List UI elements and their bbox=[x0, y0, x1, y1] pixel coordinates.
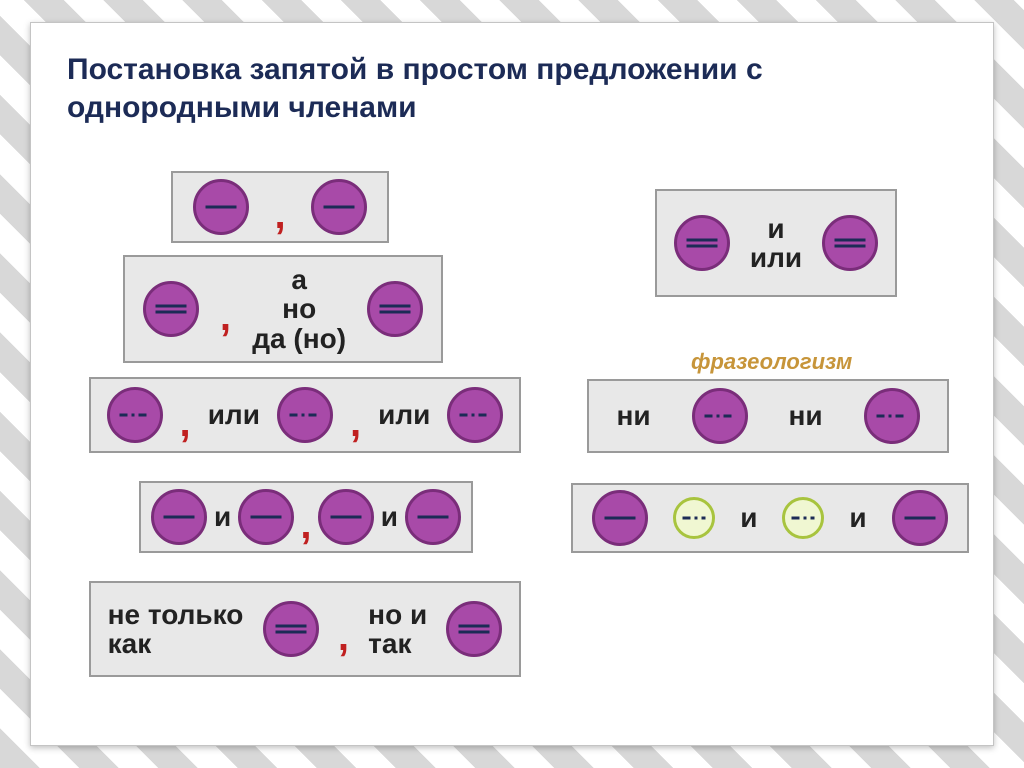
rule-box: ни ни bbox=[587, 379, 949, 453]
underline-mark bbox=[250, 516, 281, 519]
member-dot bbox=[263, 601, 319, 657]
member-dot bbox=[446, 601, 502, 657]
underline-mark bbox=[155, 305, 186, 314]
member-dot bbox=[674, 215, 730, 271]
comma-mark: , bbox=[220, 305, 231, 329]
conjunction-line: не только bbox=[108, 600, 244, 629]
conjunction-text: и bbox=[381, 501, 398, 533]
conjunction-text: или bbox=[208, 399, 260, 431]
member-dot bbox=[864, 388, 920, 444]
underline-mark bbox=[380, 305, 411, 314]
underline-mark bbox=[683, 517, 706, 520]
underline-mark bbox=[164, 516, 195, 519]
underline-mark bbox=[835, 239, 866, 248]
conjunction-line: но bbox=[282, 294, 316, 323]
rule-box: , bbox=[171, 171, 389, 243]
underline-mark bbox=[904, 517, 935, 520]
conjunction-block: анода (но) bbox=[252, 265, 346, 353]
member-dot bbox=[822, 215, 878, 271]
comma-mark: , bbox=[350, 411, 361, 435]
phraseologism-label: фразеологизм bbox=[691, 349, 852, 375]
underline-mark bbox=[324, 206, 355, 209]
member-dot bbox=[238, 489, 294, 545]
conjunction-line: но и bbox=[368, 600, 427, 629]
rule-box: ии bbox=[571, 483, 969, 553]
rule-box: , анода (но) bbox=[123, 255, 443, 363]
rule-box: иили bbox=[655, 189, 897, 297]
member-dot bbox=[782, 497, 824, 539]
conjunction-block: иили bbox=[750, 214, 802, 273]
comma-mark: , bbox=[180, 411, 191, 435]
member-dot bbox=[318, 489, 374, 545]
conjunction-line: а bbox=[291, 265, 307, 294]
member-dot bbox=[592, 490, 648, 546]
slide-title: Постановка запятой в простом предложении… bbox=[67, 51, 957, 126]
conjunction-text: ни bbox=[788, 400, 822, 432]
member-dot bbox=[151, 489, 207, 545]
slide-card: Постановка запятой в простом предложении… bbox=[30, 22, 994, 746]
underline-mark bbox=[459, 625, 490, 634]
underline-mark bbox=[704, 415, 735, 418]
member-dot bbox=[193, 179, 249, 235]
conjunction-line: как bbox=[108, 629, 152, 658]
rule-box: не толькокак, но итак bbox=[89, 581, 521, 677]
conjunction-text: или bbox=[378, 399, 430, 431]
underline-mark bbox=[417, 516, 448, 519]
member-dot bbox=[277, 387, 333, 443]
member-dot bbox=[692, 388, 748, 444]
underline-mark bbox=[605, 517, 636, 520]
underline-mark bbox=[460, 414, 491, 417]
underline-mark bbox=[331, 516, 362, 519]
underline-mark bbox=[792, 517, 815, 520]
conjunction-line: и bbox=[767, 214, 784, 243]
rule-box: , или, или bbox=[89, 377, 521, 453]
underline-mark bbox=[275, 625, 306, 634]
member-dot bbox=[405, 489, 461, 545]
member-dot bbox=[311, 179, 367, 235]
underline-mark bbox=[119, 414, 150, 417]
conjunction-line: или bbox=[750, 243, 802, 272]
underline-mark bbox=[686, 239, 717, 248]
member-dot bbox=[673, 497, 715, 539]
comma-mark: , bbox=[300, 513, 311, 537]
comma-mark: , bbox=[274, 203, 285, 227]
conjunction-text: и bbox=[740, 502, 757, 534]
member-dot bbox=[143, 281, 199, 337]
rule-box: и, и bbox=[139, 481, 473, 553]
conjunction-block: не толькокак bbox=[108, 600, 244, 659]
conjunction-text: и bbox=[214, 501, 231, 533]
conjunction-block: но итак bbox=[368, 600, 427, 659]
conjunction-text: и bbox=[849, 502, 866, 534]
member-dot bbox=[447, 387, 503, 443]
member-dot bbox=[892, 490, 948, 546]
conjunction-line: да (но) bbox=[252, 324, 346, 353]
underline-mark bbox=[876, 415, 907, 418]
comma-mark: , bbox=[338, 625, 349, 649]
conjunction-line: так bbox=[368, 629, 411, 658]
member-dot bbox=[107, 387, 163, 443]
conjunction-text: ни bbox=[616, 400, 650, 432]
member-dot bbox=[367, 281, 423, 337]
underline-mark bbox=[205, 206, 236, 209]
underline-mark bbox=[289, 414, 320, 417]
